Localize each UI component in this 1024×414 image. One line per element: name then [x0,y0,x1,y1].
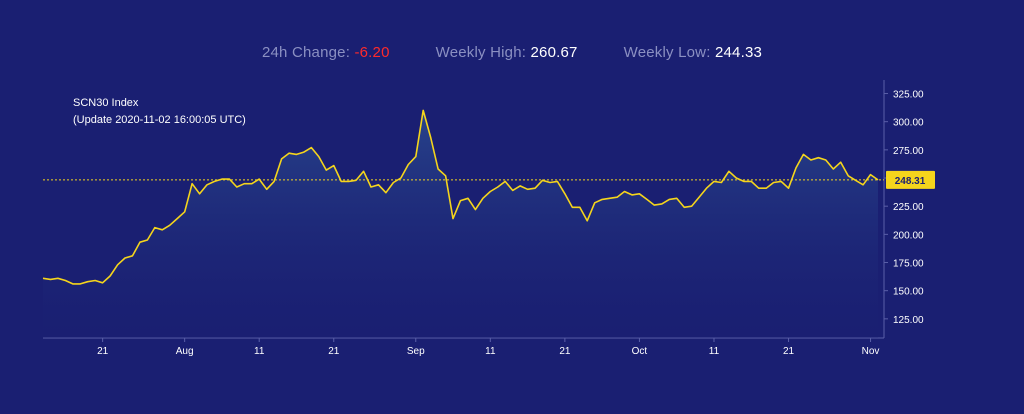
series-line [42,109,879,285]
x-tick-label: 21 [783,346,795,357]
y-tick-label: 300.00 [893,118,924,129]
y-tick-label: 125.00 [893,315,924,326]
current-price-badge [886,170,935,189]
x-tick-label: 21 [559,346,571,357]
plot-area: 125.00150.00175.00200.00225.00250.00275.… [42,80,935,357]
chart-title: SCN30 Index [73,97,139,109]
weekly-low-value: 244.33 [714,44,763,61]
weekly-low-label: Weekly Low: [623,44,711,61]
y-tick-label: 150.00 [893,287,924,298]
change-stat: 24h Change: -6.20 [262,44,390,61]
y-tick-label: 325.00 [893,90,924,101]
change-label: 24h Change: [261,44,351,61]
x-tick-label: 21 [328,346,340,357]
chart-subtitle: (Update 2020-11-02 16:00:05 UTC) [73,114,246,126]
x-tick-label: Oct [632,346,648,357]
weekly-high-label: Weekly High: [435,44,527,61]
weekly-high-value: 260.67 [530,44,578,61]
x-tick-label: 11 [254,346,265,357]
y-tick-label: 225.00 [893,202,924,213]
x-tick-label: 21 [97,346,109,357]
x-tick-label: 11 [709,346,720,357]
y-tick-label: 175.00 [893,259,924,270]
change-value: -6.20 [354,44,390,61]
current-price-label: 248.31 [895,176,926,187]
x-tick-label: Nov [862,346,880,357]
series-area [43,110,878,339]
y-tick-label: 200.00 [893,230,924,241]
weekly-high-stat: Weekly High: 260.67 [436,44,578,61]
y-tick-label: 275.00 [893,146,924,157]
x-tick-label: 11 [485,346,496,357]
stats-bar: 24h Change: -6.20 Weekly High: 260.67 We… [0,44,1024,61]
weekly-low-stat: Weekly Low: 244.33 [624,44,762,61]
x-tick-label: Aug [176,346,194,357]
x-tick-label: Sep [407,346,425,357]
